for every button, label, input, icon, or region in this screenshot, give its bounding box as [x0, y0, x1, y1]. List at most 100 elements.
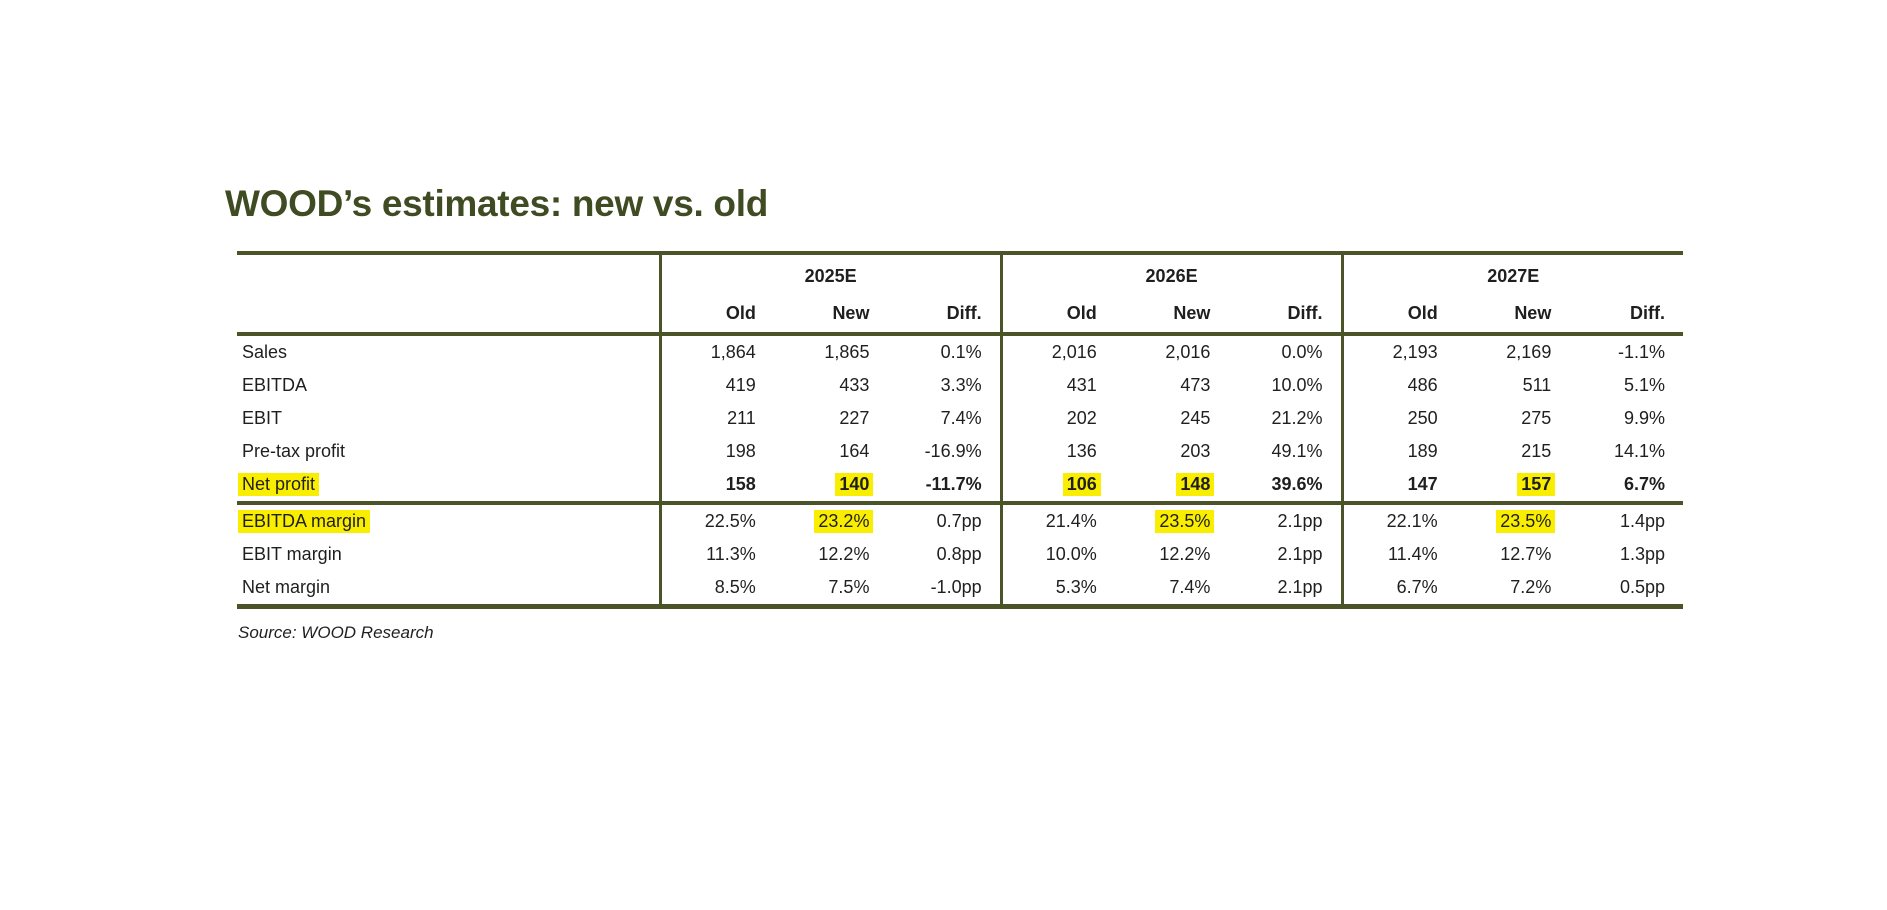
- table-cell: -1.1%: [1569, 334, 1683, 369]
- cell-value: 147: [1407, 474, 1438, 495]
- table-row-pretax-profit: Pre-tax profit 198 164 -16.9% 136 203 49…: [237, 435, 1683, 469]
- table-cell: 2,169: [1456, 334, 1570, 369]
- cell-value: 0.0%: [1281, 342, 1323, 363]
- table-cell: 136: [999, 435, 1115, 469]
- row-label-cell: EBITDA: [237, 369, 660, 402]
- table-cell: -11.7%: [887, 468, 1002, 506]
- cell-value: 10.0%: [1045, 544, 1097, 565]
- table-cell: 0.1%: [887, 334, 1001, 369]
- table-cell: 2,193: [1340, 334, 1456, 370]
- table-cell: 10.0%: [999, 538, 1115, 572]
- table-row-ebit: EBIT 211 227 7.4% 202 245 21.2% 250 275 …: [237, 402, 1683, 436]
- row-label: EBIT: [242, 408, 283, 429]
- table-cell: 7.4%: [1115, 571, 1229, 607]
- cell-value: 227: [839, 408, 870, 429]
- cell-value: 5.3%: [1055, 577, 1097, 598]
- table-cell: 245: [1115, 402, 1229, 435]
- cell-value: 39.6%: [1271, 474, 1323, 495]
- cell-value: 1,865: [824, 342, 870, 363]
- cell-value: 6.7%: [1623, 474, 1665, 495]
- table-cell: 7.2%: [1456, 571, 1570, 607]
- row-label-cell: Net margin: [237, 571, 660, 607]
- cell-value: 0.8pp: [936, 544, 982, 565]
- table-cell: 0.8pp: [887, 538, 1001, 571]
- cell-value: 275: [1521, 408, 1552, 429]
- row-label: Pre-tax profit: [242, 441, 346, 462]
- cell-value: 12.2%: [818, 544, 870, 565]
- table-cell: 6.7%: [1340, 571, 1456, 607]
- table-cell: 1.4pp: [1569, 503, 1683, 538]
- row-label: EBITDA: [242, 375, 308, 396]
- cell-value: 3.3%: [940, 375, 982, 396]
- table-row-ebit-margin: EBIT margin 11.3% 12.2% 0.8pp 10.0% 12.2…: [237, 538, 1683, 572]
- table-cell: 198: [658, 435, 774, 469]
- cell-value: 11.4%: [1387, 544, 1438, 565]
- cell-value: 245: [1180, 408, 1211, 429]
- table-cell: 12.7%: [1456, 538, 1570, 571]
- cell-value: 158: [725, 474, 756, 495]
- cell-value: 473: [1180, 375, 1211, 396]
- table-cell: 9.9%: [1569, 402, 1683, 435]
- col-header-diff: Diff.: [1228, 297, 1343, 337]
- table-cell: -16.9%: [887, 435, 1001, 468]
- cell-value: -1.0pp: [930, 577, 982, 598]
- cell-value: 2.1pp: [1277, 577, 1323, 598]
- cell-value: 148: [1176, 473, 1215, 497]
- table-cell: 2.1pp: [1228, 571, 1342, 607]
- cell-value: 23.2%: [814, 510, 874, 534]
- stub-header: [237, 253, 660, 297]
- cell-value: 0.5pp: [1619, 577, 1665, 598]
- table-cell: 106: [999, 468, 1115, 506]
- table-cell: 1,865: [774, 334, 888, 369]
- cell-value: 7.5%: [828, 577, 870, 598]
- cell-value: 22.1%: [1386, 511, 1438, 532]
- page-title: WOOD’s estimates: new vs. old: [225, 183, 769, 224]
- col-header-old: Old: [999, 297, 1115, 337]
- table-cell: 12.2%: [1115, 538, 1229, 571]
- table-row-ebitda-margin: EBITDA margin 22.5% 23.2% 0.7pp 21.4% 23…: [237, 503, 1683, 539]
- cell-value: 140: [835, 473, 874, 497]
- table-cell: 486: [1340, 369, 1456, 403]
- col-header-new: New: [1114, 297, 1229, 337]
- table-cell: 49.1%: [1228, 435, 1342, 468]
- table-cell: 21.4%: [999, 503, 1115, 539]
- subheader-row: Old New Diff. Old New Diff. Old New Diff…: [237, 297, 1683, 337]
- year-header-2027: 2027E: [1340, 253, 1683, 298]
- cell-value: 23.5%: [1155, 510, 1215, 534]
- year-header-2026: 2026E: [999, 253, 1343, 298]
- cell-value: 7.4%: [940, 408, 982, 429]
- table-cell: 250: [1340, 402, 1456, 436]
- row-label: Sales: [242, 342, 288, 363]
- table-cell: 2,016: [999, 334, 1115, 370]
- cell-value: 6.7%: [1396, 577, 1438, 598]
- estimates-table: 2025E 2026E 2027E Old New Diff. Old New …: [237, 251, 1683, 610]
- cell-value: 1.3pp: [1619, 544, 1665, 565]
- cell-value: 486: [1407, 375, 1438, 396]
- table-cell: 433: [774, 369, 888, 402]
- cell-value: 12.7%: [1500, 544, 1552, 565]
- row-label: EBIT margin: [242, 544, 342, 565]
- table-cell: 2,016: [1115, 334, 1229, 369]
- cell-value: 106: [1062, 473, 1101, 497]
- row-label-cell: EBIT: [237, 402, 660, 435]
- table-cell: 23.5%: [1115, 503, 1229, 538]
- table-cell: 147: [1340, 468, 1456, 506]
- table-cell: 39.6%: [1228, 468, 1343, 506]
- table-cell: 1.3pp: [1569, 538, 1683, 571]
- cell-value: 250: [1407, 408, 1438, 429]
- year-header-row: 2025E 2026E 2027E: [237, 253, 1683, 298]
- table-cell: 202: [999, 402, 1115, 436]
- row-label: Net margin: [242, 577, 331, 598]
- cell-value: 203: [1180, 441, 1211, 462]
- table-cell: -1.0pp: [887, 571, 1001, 607]
- cell-value: 211: [727, 408, 756, 429]
- table-row-net-profit: Net profit 158 140 -11.7% 106 148 39.6% …: [237, 468, 1683, 506]
- cell-value: 433: [839, 375, 870, 396]
- cell-value: 7.2%: [1510, 577, 1552, 598]
- cell-value: 189: [1407, 441, 1438, 462]
- table-cell: 2.1pp: [1228, 503, 1342, 538]
- table-cell: 148: [1114, 468, 1229, 506]
- cell-value: 1.4pp: [1619, 511, 1665, 532]
- table-cell: 0.5pp: [1569, 571, 1683, 607]
- table-cell: 11.3%: [658, 538, 774, 572]
